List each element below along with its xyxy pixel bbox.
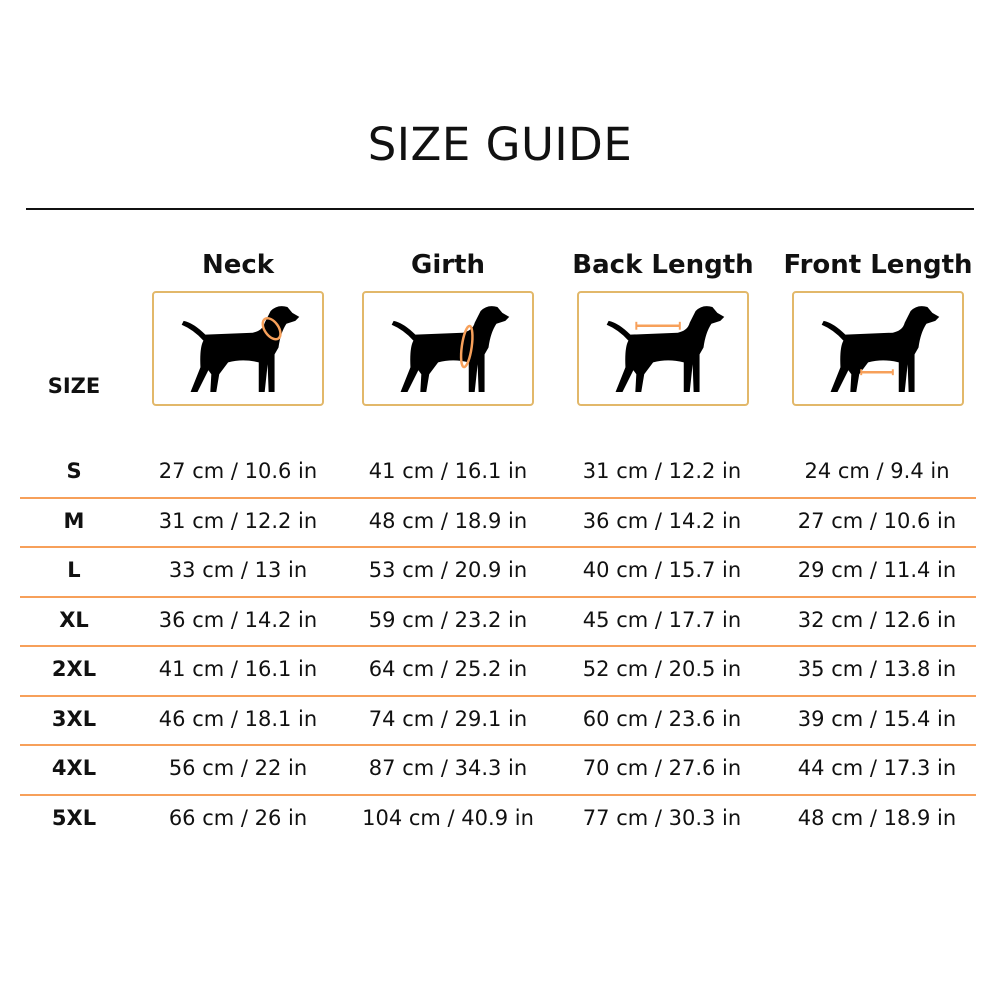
back-length-illustration-card xyxy=(577,291,749,406)
front-length-value: 35 cm / 13.8 in xyxy=(797,657,957,681)
neck-value: 46 cm / 18.1 in xyxy=(158,706,318,731)
neck-value: 66 cm / 26 in xyxy=(168,805,308,830)
size-column-header: SIZE xyxy=(47,374,101,398)
back-length-value: 45 cm / 17.7 in xyxy=(582,607,742,632)
neck-value: 27 cm / 10.6 in xyxy=(158,459,318,483)
size-label: S xyxy=(66,459,82,483)
back-length-value: 52 cm / 20.5 in xyxy=(582,657,742,681)
girth-value: 53 cm / 20.9 in xyxy=(368,558,528,582)
neck-illustration-card xyxy=(152,291,324,406)
table-row: 2XL 41 cm / 16.1 in 64 cm / 25.2 in 52 cm /… xyxy=(20,645,976,697)
girth-value: 87 cm / 34.3 in xyxy=(368,756,528,780)
neck-value: 56 cm / 22 in xyxy=(168,756,308,780)
table-row: 5XL 66 cm / 26 in 104 cm / 40.9 in 77 cm / … xyxy=(20,794,976,844)
front-length-value: 39 cm / 15.4 in xyxy=(797,706,957,731)
back-length-value: 36 cm / 14.2 in xyxy=(582,508,742,533)
back-length-value: 60 cm / 23.6 in xyxy=(582,706,742,731)
front-length-value: 29 cm / 11.4 in xyxy=(797,558,957,582)
column-header-girth: Girth xyxy=(410,250,485,280)
back-length-value: 77 cm / 30.3 in xyxy=(582,805,742,830)
dog-front-length-measure-icon xyxy=(794,293,962,404)
front-length-value: 44 cm / 17.3 in xyxy=(797,756,957,780)
front-length-illustration-card xyxy=(792,291,964,406)
girth-value: 104 cm / 40.9 in xyxy=(362,805,534,830)
back-length-value: 70 cm / 27.6 in xyxy=(582,756,742,780)
size-label: XL xyxy=(59,607,89,632)
size-label: 4XL xyxy=(51,756,97,780)
girth-value: 59 cm / 23.2 in xyxy=(368,607,528,632)
girth-value: 74 cm / 29.1 in xyxy=(368,706,528,731)
table-row: S 27 cm / 10.6 in 41 cm / 16.1 in 31 cm / 1… xyxy=(20,447,976,499)
front-length-value: 48 cm / 18.9 in xyxy=(797,805,957,830)
neck-value: 41 cm / 16.1 in xyxy=(158,657,318,681)
title-divider xyxy=(26,208,974,210)
neck-value: 36 cm / 14.2 in xyxy=(158,607,318,632)
girth-value: 41 cm / 16.1 in xyxy=(368,459,528,483)
dog-back-length-measure-icon xyxy=(579,293,747,404)
size-label: 3XL xyxy=(51,706,97,731)
girth-value: 48 cm / 18.9 in xyxy=(368,508,528,533)
front-length-value: 27 cm / 10.6 in xyxy=(797,508,957,533)
column-header-back-length: Back Length xyxy=(572,250,754,280)
back-length-value: 31 cm / 12.2 in xyxy=(582,459,742,483)
column-header-neck: Neck xyxy=(201,250,275,280)
table-row: L 33 cm / 13 in 53 cm / 20.9 in 40 cm / 15.… xyxy=(20,546,976,598)
size-label: 5XL xyxy=(51,805,97,830)
girth-value: 64 cm / 25.2 in xyxy=(368,657,528,681)
table-row: XL 36 cm / 14.2 in 59 cm / 23.2 in 45 cm / … xyxy=(20,596,976,647)
size-label: M xyxy=(63,508,85,533)
neck-value: 33 cm / 13 in xyxy=(168,558,308,582)
back-length-value: 40 cm / 15.7 in xyxy=(582,558,742,582)
table-row: M 31 cm / 12.2 in 48 cm / 18.9 in 36 cm / 1… xyxy=(20,497,976,548)
table-row: 3XL 46 cm / 18.1 in 74 cm / 29.1 in 60 cm /… xyxy=(20,695,976,746)
size-label: L xyxy=(67,558,81,582)
neck-value: 31 cm / 12.2 in xyxy=(158,508,318,533)
front-length-value: 24 cm / 9.4 in xyxy=(804,459,950,483)
size-label: 2XL xyxy=(51,657,97,681)
front-length-value: 32 cm / 12.6 in xyxy=(797,607,957,632)
dog-girth-measure-icon xyxy=(364,293,532,404)
girth-illustration-card xyxy=(362,291,534,406)
column-header-front-length: Front Length xyxy=(783,250,973,280)
page-title: SIZE GUIDE xyxy=(367,118,633,171)
dog-neck-measure-icon xyxy=(154,293,322,404)
table-row: 4XL 56 cm / 22 in 87 cm / 34.3 in 70 cm / 2… xyxy=(20,744,976,796)
